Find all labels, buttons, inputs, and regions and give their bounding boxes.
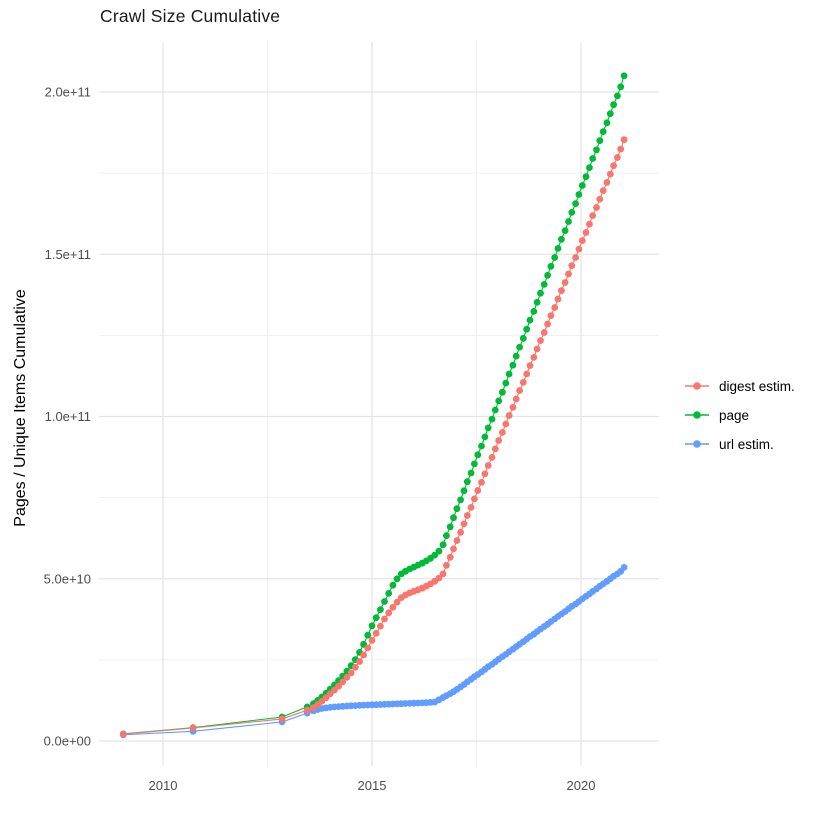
y-axis-tick-labels: 0.0e+00 5.0e+10 1.0e+11 1.5e+11 2.0e+11 — [44, 85, 91, 749]
legend-key-icon — [685, 440, 709, 448]
legend-key-icon — [685, 411, 709, 419]
y-axis-tick-label: 1.0e+11 — [45, 409, 91, 424]
y-axis-title: Pages / Unique Items Cumulative — [12, 289, 29, 527]
legend-item-page: page — [684, 406, 795, 424]
legend-item-label: page — [719, 407, 750, 423]
series-digest-estim — [119, 136, 628, 738]
gridlines-minor — [99, 42, 659, 766]
x-axis-tick-label: 2010 — [149, 778, 178, 793]
legend-item-url-estim: url estim. — [684, 435, 795, 453]
x-axis-tick-label: 2020 — [567, 778, 596, 793]
legend-item-label: url estim. — [719, 436, 774, 452]
series-line-digest-estim — [123, 139, 625, 735]
y-axis-tick-label: 1.5e+11 — [45, 247, 91, 262]
y-axis-tick-label: 5.0e+10 — [44, 571, 91, 586]
legend-key-icon — [685, 382, 709, 390]
gridlines-major — [99, 42, 659, 766]
series-line-page — [123, 75, 625, 735]
series-layer — [119, 72, 628, 739]
y-axis-tick-label: 0.0e+00 — [44, 734, 91, 749]
legend-item-digest-estim: digest estim. — [684, 377, 795, 395]
chart-title: Crawl Size Cumulative — [100, 6, 281, 26]
series-line-url-estim — [123, 567, 625, 736]
series-url-estim — [119, 564, 628, 739]
x-axis-tick-labels: 2010 2015 2020 — [149, 778, 596, 793]
legend: digest estim. page url estim. — [684, 377, 795, 453]
x-axis-tick-label: 2015 — [358, 778, 387, 793]
y-axis-tick-label: 2.0e+11 — [45, 85, 91, 100]
legend-item-label: digest estim. — [719, 378, 795, 394]
